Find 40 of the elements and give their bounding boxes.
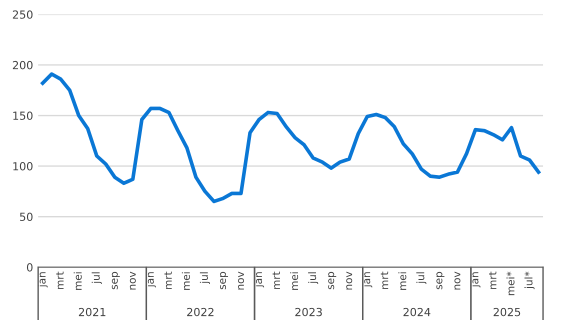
- x-tick-label: mei: [182, 272, 190, 290]
- x-tick-label: jan: [254, 272, 264, 288]
- y-tick-label: 0: [26, 263, 33, 272]
- text: 2022: [187, 308, 214, 316]
- x-tick-label: mrt: [272, 272, 280, 289]
- text: 2024: [404, 308, 430, 316]
- x-tick-label: jul: [92, 272, 102, 284]
- x-tick-label: mei: [290, 272, 298, 290]
- x-tick-label: nov: [130, 272, 136, 290]
- x-tick-label: mei: [74, 272, 82, 290]
- x-tick-label: sep: [112, 272, 120, 290]
- text: 2021: [78, 308, 106, 316]
- x-tick-label: sep: [220, 272, 228, 290]
- y-tick-label: 50: [20, 212, 33, 222]
- text: 2023: [295, 308, 322, 316]
- y-tick-label: 100: [13, 162, 33, 170]
- x-tick-label: mei*: [506, 272, 515, 296]
- x-tick-label: mei: [398, 272, 406, 290]
- x-tick-label: sep: [436, 272, 444, 290]
- y-tick-label: 150: [13, 111, 33, 120]
- x-tick-label: jul: [200, 272, 210, 284]
- x-tick-label: sep: [328, 272, 336, 290]
- x-tick-label: mrt: [56, 272, 64, 289]
- x-tick-label: nov: [346, 272, 352, 290]
- y-tick-label: 200: [12, 60, 33, 70]
- x-tick-label: jan: [362, 272, 372, 288]
- x-tick-label: mrt: [489, 272, 496, 289]
- text: 2025: [494, 308, 520, 316]
- x-tick-label: nov: [454, 272, 460, 290]
- x-tick-label: jan: [470, 272, 480, 288]
- x-tick-label: mrt: [164, 272, 172, 289]
- x-tick-label: jul*: [524, 272, 535, 290]
- x-tick-label: mrt: [380, 272, 388, 289]
- y-tick-label: 250: [12, 10, 33, 19]
- x-tick-label: jul: [416, 272, 426, 284]
- x-tick-label: jul: [308, 272, 318, 284]
- x-tick-label: nov: [238, 272, 244, 290]
- x-tick-label: jan: [38, 272, 48, 288]
- x-tick-label: jan: [146, 272, 156, 288]
- line-series: [40, 72, 540, 204]
